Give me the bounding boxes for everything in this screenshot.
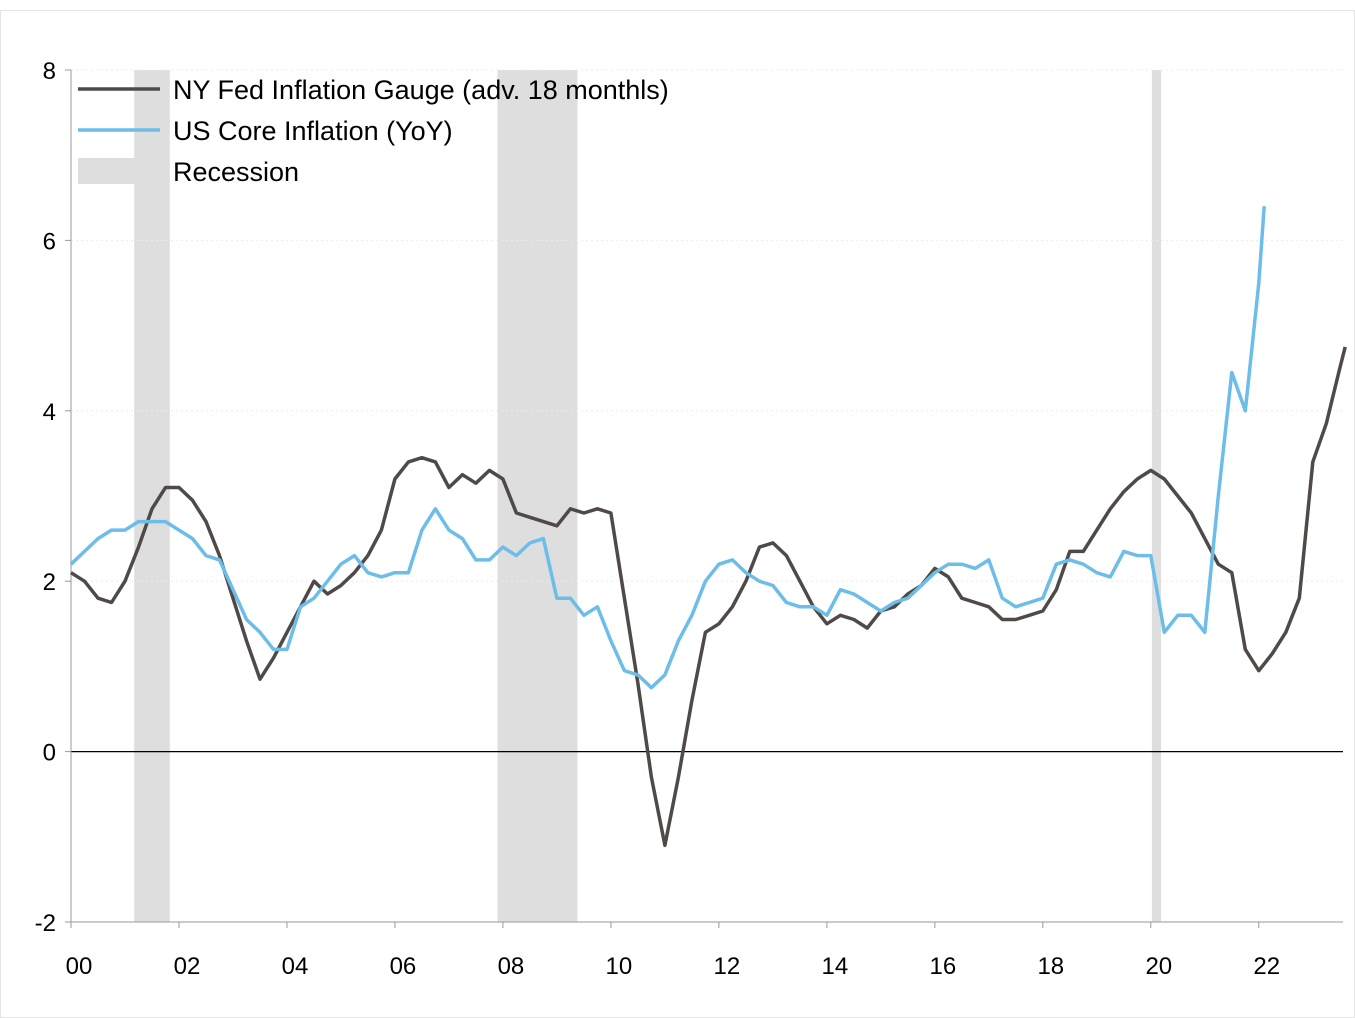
x-tick-label: 10 [606,953,633,980]
y-tick-label: 2 [43,569,56,596]
y-tick-label: 6 [43,228,56,255]
x-tick-label: 18 [1037,953,1064,980]
legend-label: NY Fed Inflation Gauge (adv. 18 monthls) [173,75,669,105]
series-line [70,346,1347,848]
x-tick-label: 00 [66,953,93,980]
legend-swatch [78,158,160,184]
y-tick-label: -2 [35,910,56,937]
x-tick-label: 12 [714,953,741,980]
x-tick-label: 20 [1145,953,1172,980]
legend-label: US Core Inflation (YoY) [173,116,453,146]
x-tick-label: 16 [929,953,956,980]
recession-band [1151,70,1162,922]
y-tick-label: 8 [43,58,56,85]
y-tick-label: 0 [43,740,56,767]
y-tick-label: 4 [43,399,56,426]
x-tick-label: 06 [390,953,417,980]
legend: NY Fed Inflation Gauge (adv. 18 monthls)… [78,75,669,187]
x-tick-label: 14 [822,953,849,980]
x-tick-label: 08 [498,953,525,980]
recession-band [134,70,170,922]
x-tick-label: 02 [174,953,201,980]
series-line [69,206,1266,690]
legend-label: Recession [173,157,299,187]
x-tick-label: 04 [282,953,309,980]
x-tick-label: 22 [1253,953,1280,980]
